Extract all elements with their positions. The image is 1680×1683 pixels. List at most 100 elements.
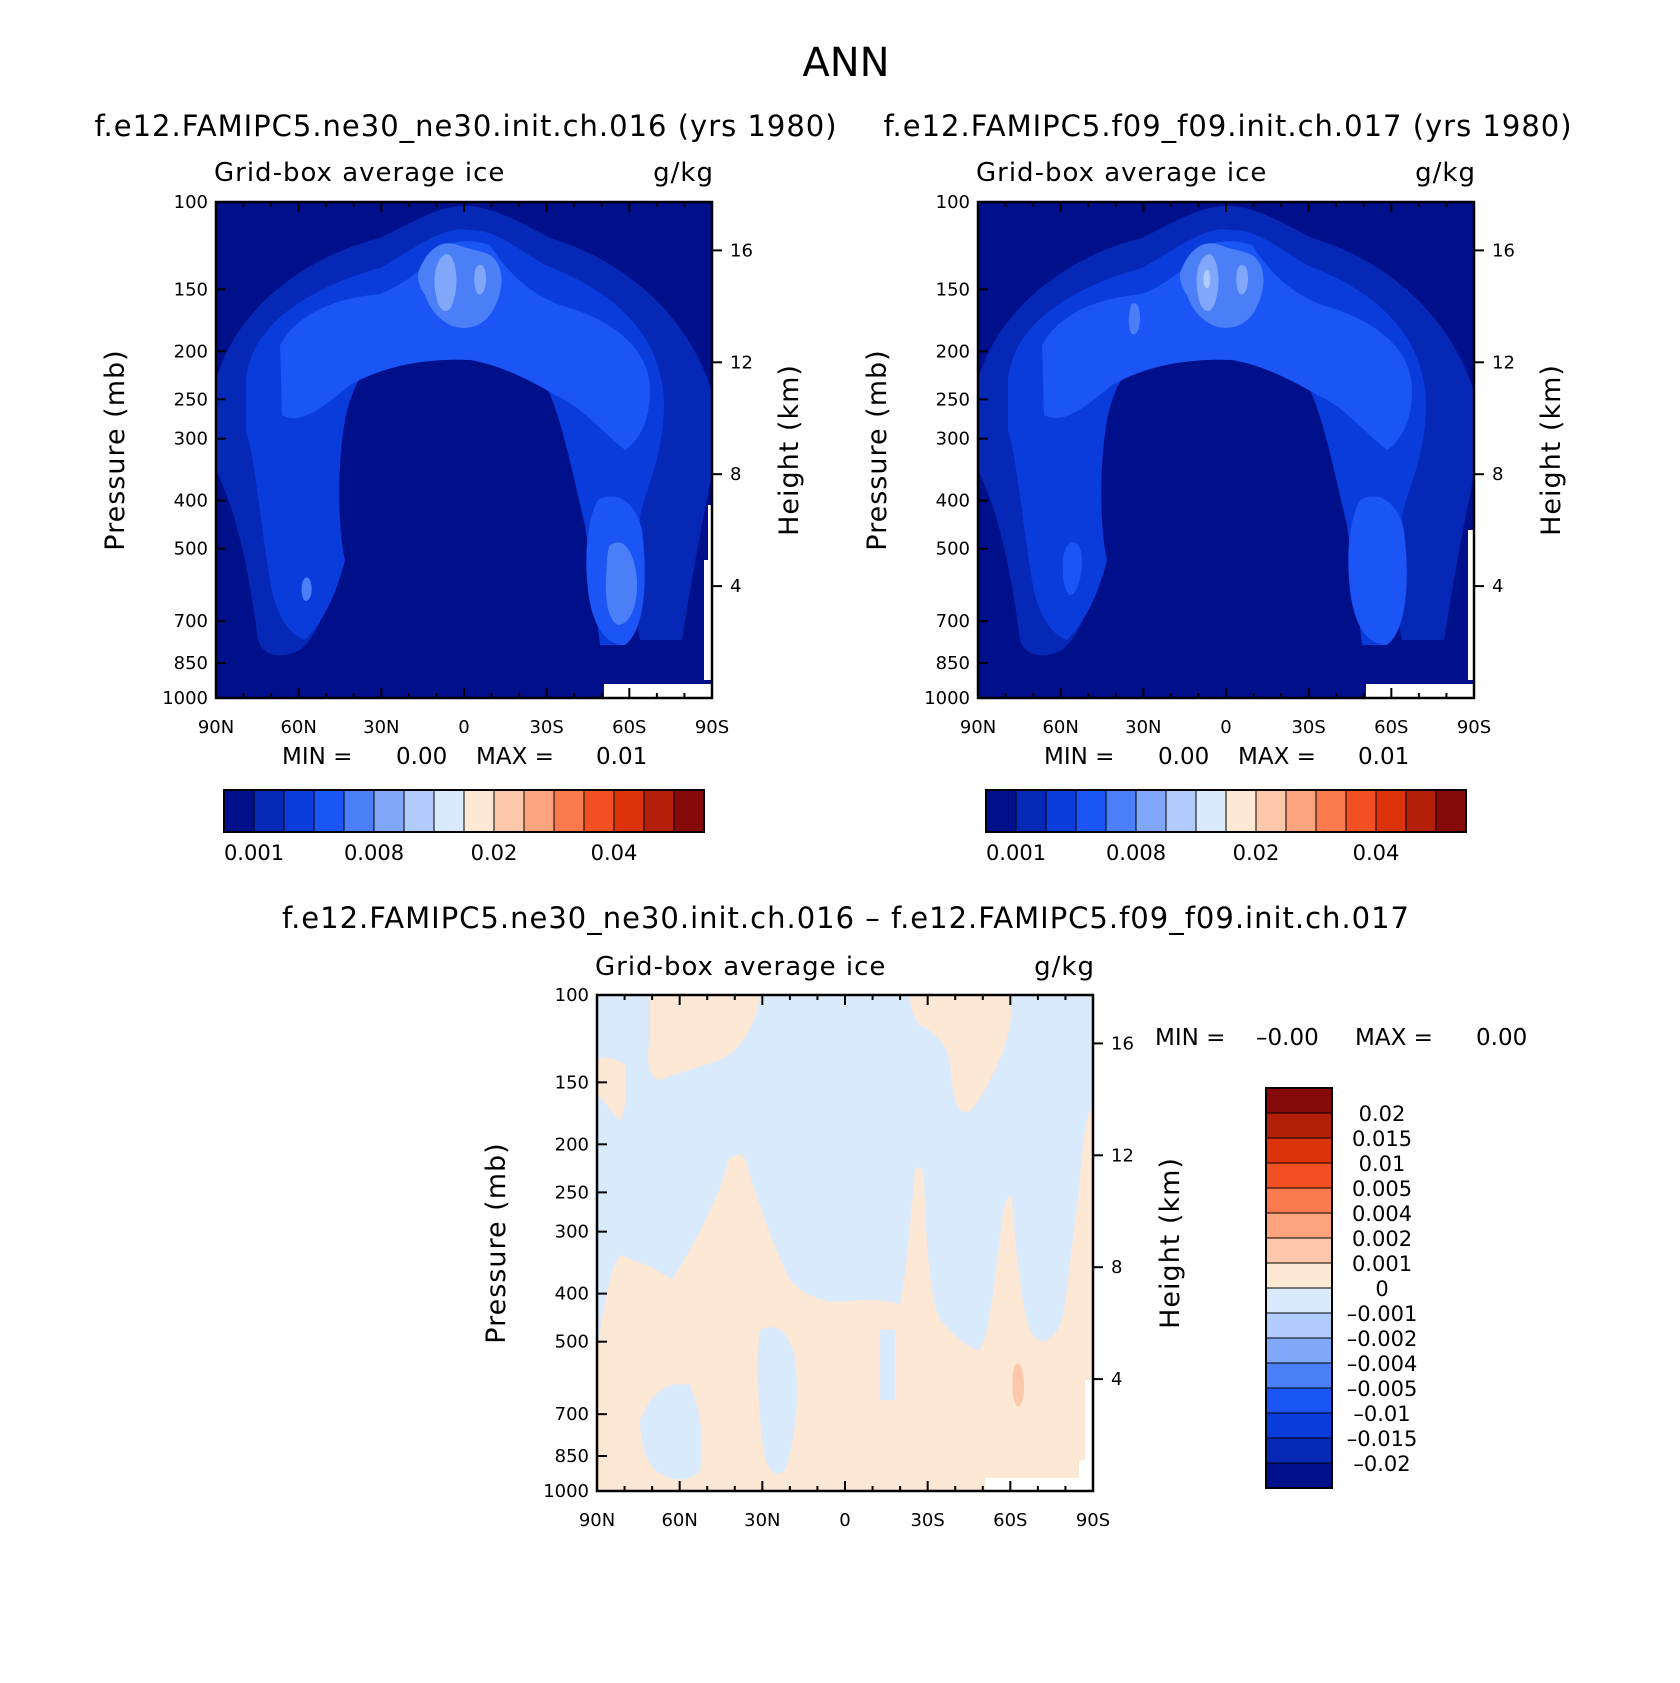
colorbar-label: 0.002 bbox=[1352, 1227, 1412, 1251]
panel-3-colorbar: 0.020.0150.010.0050.0040.0020.0010–0.001… bbox=[1265, 1087, 1418, 1489]
panel-2-variable-label: Grid-box average ice bbox=[976, 158, 1267, 188]
panel-2-y2label: Height (km) bbox=[1536, 364, 1567, 536]
panel-3-max-value: 0.00 bbox=[1476, 1025, 1527, 1051]
colorbar-swatch bbox=[985, 789, 1017, 833]
panel-2-contour-level-3 bbox=[1042, 241, 1412, 450]
colorbar-swatch bbox=[1045, 789, 1077, 833]
panel-1-contour-level-4b bbox=[605, 542, 638, 625]
colorbar-swatch bbox=[1255, 789, 1287, 833]
colorbar-swatch bbox=[1315, 789, 1347, 833]
panel-3-negative-patch-2 bbox=[757, 1327, 797, 1474]
colorbar-swatch bbox=[523, 789, 555, 833]
x-tick-label: 0 bbox=[839, 1510, 850, 1531]
panel-2: f.e12.FAMIPC5.f09_f09.init.ch.017 (yrs 1… bbox=[862, 109, 1572, 865]
panel-1-max-label: MAX = bbox=[476, 744, 554, 770]
y-tick-label: 150 bbox=[936, 279, 970, 300]
y-tick-label: 250 bbox=[936, 389, 970, 410]
y-tick-label: 500 bbox=[174, 539, 208, 560]
y-tick-label: 400 bbox=[936, 491, 970, 512]
colorbar-label: –0.02 bbox=[1353, 1452, 1410, 1476]
x-tick-label: 90S bbox=[1457, 717, 1491, 738]
colorbar-swatch bbox=[1265, 1262, 1333, 1289]
colorbar-swatch bbox=[1265, 1437, 1333, 1464]
colorbar-swatch bbox=[403, 789, 435, 833]
panel-3-negative-patch-1 bbox=[640, 1384, 702, 1480]
y-tick-label: 400 bbox=[174, 491, 208, 512]
colorbar-swatch bbox=[643, 789, 675, 833]
panel-2-contour-level-3b bbox=[1348, 496, 1407, 645]
panel-3-positive-band-2 bbox=[910, 995, 1012, 1112]
x-tick-label: 90N bbox=[198, 717, 234, 738]
colorbar-swatch bbox=[1265, 1462, 1333, 1489]
panel-2-contour-level-4b bbox=[1128, 303, 1140, 335]
colorbar-swatch bbox=[1105, 789, 1137, 833]
y2-tick-label: 4 bbox=[1492, 576, 1503, 597]
colorbar-label: 0.02 bbox=[1359, 1102, 1406, 1126]
colorbar-swatch bbox=[463, 789, 495, 833]
y-tick-label: 300 bbox=[174, 429, 208, 450]
y2-tick-label: 8 bbox=[730, 464, 741, 485]
y2-tick-label: 8 bbox=[1111, 1257, 1122, 1278]
panel-2-ticks: 90N 60N 30N 0 30S 60S 90S 100 150 200 250 300 400 500… bbox=[924, 192, 1515, 738]
colorbar-label: 0.004 bbox=[1352, 1202, 1412, 1226]
panel-2-contour-level-3c bbox=[1062, 542, 1082, 595]
panel-1-contour-level-5 bbox=[434, 254, 457, 312]
panel-3: f.e12.FAMIPC5.ne30_ne30.init.ch.016 – f.… bbox=[282, 901, 1527, 1531]
colorbar-swatch bbox=[1015, 789, 1047, 833]
x-tick-label: 30N bbox=[1125, 717, 1161, 738]
colorbar-swatch bbox=[1265, 1287, 1333, 1314]
y-tick-label: 500 bbox=[936, 539, 970, 560]
colorbar-label: –0.004 bbox=[1347, 1352, 1418, 1376]
y-tick-label: 100 bbox=[174, 192, 208, 213]
colorbar-label: –0.005 bbox=[1347, 1377, 1418, 1401]
panel-1-colorbar-label: 0.008 bbox=[344, 841, 404, 865]
x-tick-label: 60S bbox=[993, 1510, 1027, 1531]
panel-1-ylabel: Pressure (mb) bbox=[100, 349, 131, 550]
y-tick-label: 400 bbox=[555, 1284, 589, 1305]
colorbar-swatch bbox=[1265, 1112, 1333, 1139]
x-tick-label: 90N bbox=[960, 717, 996, 738]
colorbar-swatch bbox=[343, 789, 375, 833]
x-tick-label: 90S bbox=[695, 717, 729, 738]
colorbar-swatch bbox=[1075, 789, 1107, 833]
colorbar-swatch bbox=[1165, 789, 1197, 833]
colorbar-label: 0.01 bbox=[1359, 1152, 1406, 1176]
panel-3-title: f.e12.FAMIPC5.ne30_ne30.init.ch.016 – f.… bbox=[282, 901, 1410, 935]
panel-3-ylabel: Pressure (mb) bbox=[481, 1142, 512, 1343]
panel-2-plot-area bbox=[978, 202, 1474, 698]
panel-2-contour-level-5b bbox=[1236, 265, 1248, 295]
panel-3-min-value: –0.00 bbox=[1256, 1025, 1319, 1051]
y-tick-label: 700 bbox=[555, 1404, 589, 1425]
y2-tick-label: 4 bbox=[1111, 1369, 1122, 1390]
x-tick-label: 60N bbox=[280, 717, 316, 738]
x-tick-label: 60S bbox=[612, 717, 646, 738]
panel-1-colorbar-label: 0.04 bbox=[591, 841, 638, 865]
colorbar-swatch bbox=[1265, 1212, 1333, 1239]
colorbar-label: 0 bbox=[1375, 1277, 1388, 1301]
colorbar-swatch bbox=[1265, 1162, 1333, 1189]
panel-1-missing-region bbox=[604, 684, 712, 698]
x-tick-label: 90S bbox=[1076, 1510, 1110, 1531]
panel-2-colorbar-label: 0.02 bbox=[1233, 841, 1280, 865]
panel-3-missing-region-2 bbox=[1079, 1380, 1093, 1480]
y-tick-label: 200 bbox=[555, 1134, 589, 1155]
x-tick-label: 60N bbox=[1042, 717, 1078, 738]
y2-tick-label: 16 bbox=[730, 240, 753, 261]
colorbar-label: 0.001 bbox=[1352, 1252, 1412, 1276]
colorbar-swatch bbox=[673, 789, 705, 833]
colorbar-swatch bbox=[1265, 1237, 1333, 1264]
panel-2-units-label: g/kg bbox=[1415, 158, 1476, 188]
panel-1-variable-label: Grid-box average ice bbox=[214, 158, 505, 188]
colorbar-swatch bbox=[583, 789, 615, 833]
panel-1-title: f.e12.FAMIPC5.ne30_ne30.init.ch.016 (yrs… bbox=[94, 109, 837, 143]
y2-tick-label: 16 bbox=[1492, 240, 1515, 261]
y-tick-label: 100 bbox=[936, 192, 970, 213]
panel-1-contour-level-4c bbox=[301, 577, 312, 601]
panel-1-max-value: 0.01 bbox=[596, 744, 647, 770]
y-tick-label: 500 bbox=[555, 1332, 589, 1353]
colorbar-frame bbox=[223, 789, 705, 833]
y-tick-label: 1000 bbox=[543, 1481, 589, 1502]
panel-1-contour-level-3 bbox=[280, 241, 650, 450]
colorbar-swatch bbox=[433, 789, 465, 833]
colorbar-swatch bbox=[493, 789, 525, 833]
